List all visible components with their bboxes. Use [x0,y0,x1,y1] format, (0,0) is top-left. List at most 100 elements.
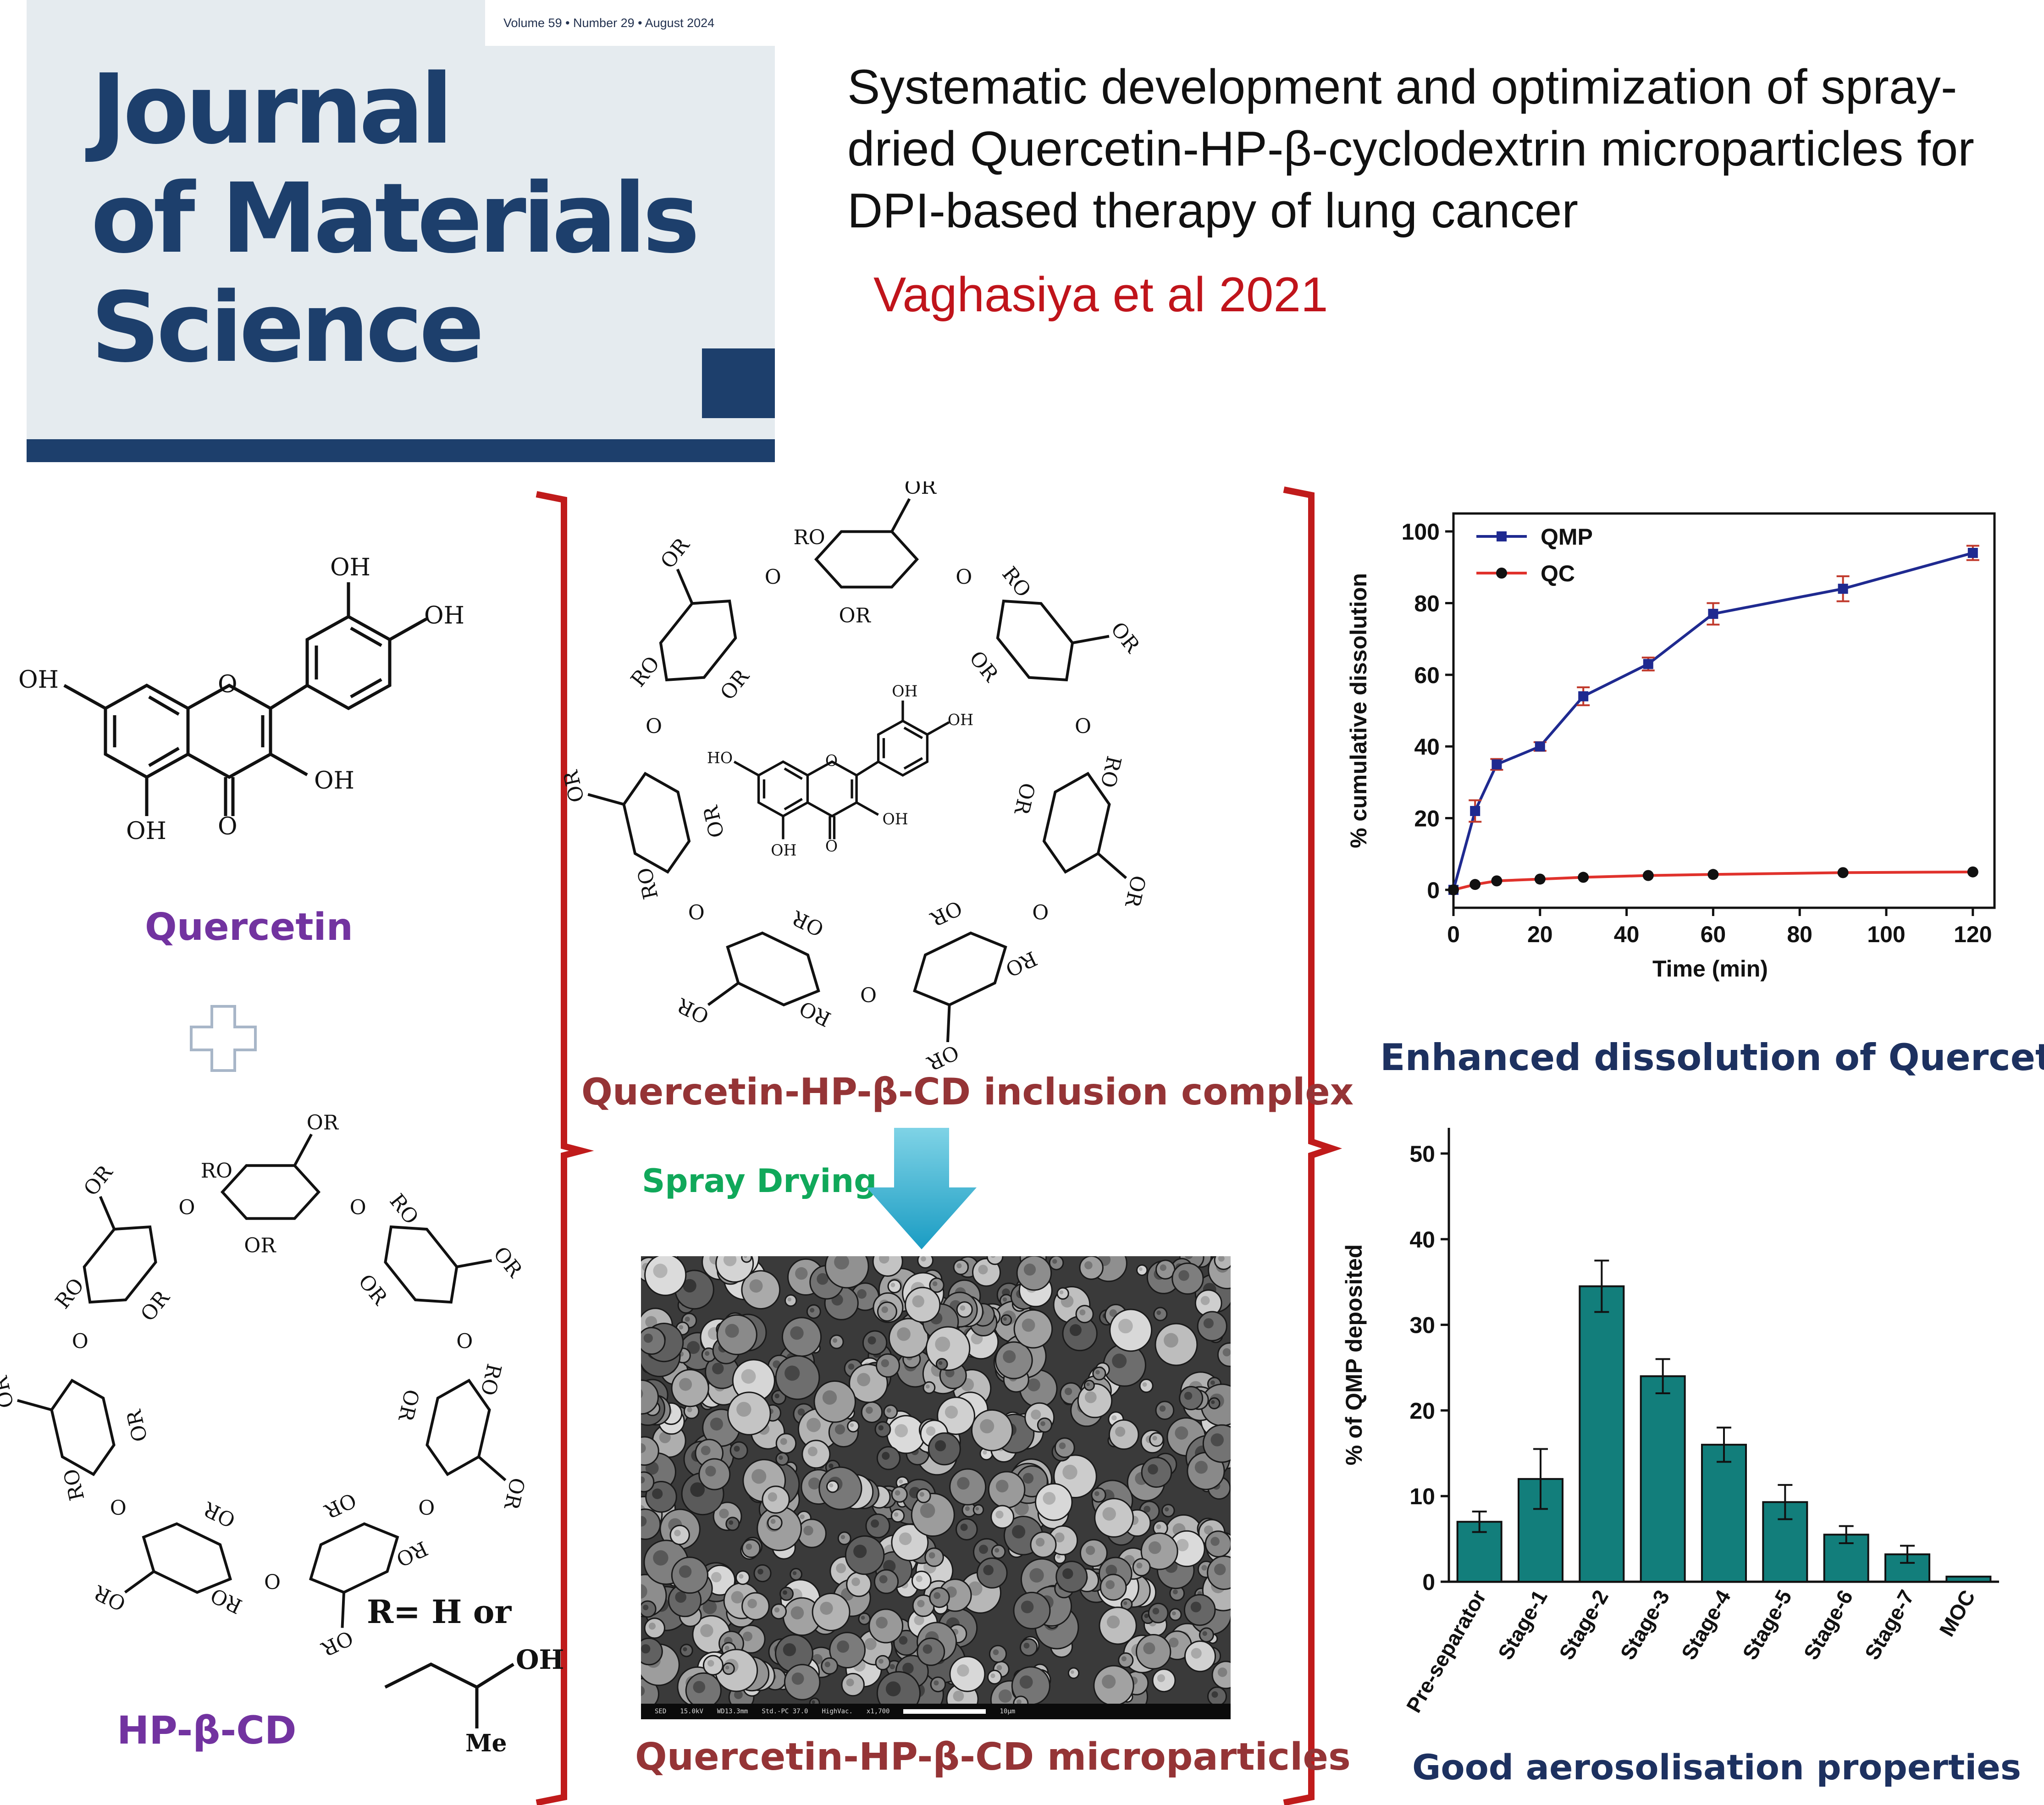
particle-dimple [1094,1491,1099,1496]
particle-dimple [768,1492,777,1502]
sem-info: Std.-PC 37.0 [762,1708,808,1715]
or-label: OR [489,1242,527,1282]
particle-dimple [683,1279,696,1293]
particle-dimple [1036,1538,1045,1547]
or-label: OR [317,1626,357,1661]
particle-dimple [1210,1537,1220,1546]
ro-label: RO [997,563,1035,602]
cover-square [702,348,775,418]
particle-dimple [792,1571,797,1575]
glucose-ring [726,931,820,1007]
bridge-oxygen: O [456,1330,473,1353]
particle-dimple [641,1584,647,1599]
particle-dimple [1052,1259,1057,1264]
sem-info: SED [655,1708,667,1715]
particle-dimple [957,1477,970,1490]
particle-dimple [957,1664,969,1677]
legend-label: QMP [1541,524,1593,550]
particle-dimple [1029,1568,1044,1583]
particle-dimple [648,1623,656,1630]
inclusion-complex-label: Quercetin-HP-β-CD inclusion complex [581,1071,1354,1113]
journal-cover: Volume 59 • Number 29 • August 2024 Jour… [27,0,775,462]
x-tick-label: 0 [1447,922,1460,947]
bridge-oxygen: O [350,1196,366,1220]
particle-dimple [878,1659,884,1664]
particle-dimple [881,1359,889,1368]
particle-dimple [998,1689,1012,1703]
particle-dimple [702,1600,717,1614]
particle-dimple [899,1479,903,1484]
particle-dimple [1203,1318,1214,1329]
particle-dimple [783,1643,796,1656]
ch2or-bond [99,1196,116,1230]
ch2or-bond [341,1592,345,1628]
particle-dimple [926,1426,936,1436]
particle-dimple [1148,1464,1158,1475]
particle-dimple [744,1256,747,1259]
y-tick-label: 40 [1414,734,1440,760]
particle-dimple [829,1463,834,1468]
particle-dimple [679,1378,692,1391]
data-point [1492,759,1502,770]
particle-dimple [1003,1350,1016,1363]
ch2or-bond [17,1399,52,1412]
particle-dimple [822,1390,837,1405]
particle-dimple [679,1325,684,1330]
ch2or-bond [587,793,624,806]
or-label: OR [90,1580,129,1615]
particle-dimple [1086,1546,1095,1555]
r-oh-label: OH [516,1644,564,1675]
ch2or-bond [676,569,694,604]
particle-dimple [889,1664,895,1669]
glucose-ring [622,772,691,874]
particle-dimple [956,1263,962,1269]
particle-dimple [1079,1309,1086,1315]
particle-dimple [787,1297,791,1302]
particle-dimple [965,1506,970,1511]
glucose-ring [220,1164,321,1220]
dissolution-chart: 0 20 40 60 80 100 0 20 40 60 80 100 120 Time (min) % c… [1346,512,1996,982]
ro-label: RO [59,1467,89,1503]
category-label: Stage-1 [1493,1586,1552,1664]
ro-label: RO [51,1274,89,1313]
y-tick-label: 60 [1414,662,1440,688]
or-label: OR [320,1488,360,1523]
particle-dimple [641,1476,645,1484]
particle-dimple [685,1316,690,1322]
oh-label: OH [948,711,973,729]
or-label: OR [244,1234,276,1257]
y-tick-label: 30 [1409,1313,1435,1338]
particle-dimple [1086,1382,1090,1386]
particle-dimple [824,1661,830,1667]
particle-dimple [1159,1405,1166,1412]
glucose-ring [814,530,919,589]
ro-label: RO [392,1536,431,1571]
down-arrow-icon [867,1128,977,1249]
particle-dimple [803,1525,813,1536]
particle-dimple [871,1519,879,1528]
sem-particle [641,1436,659,1466]
particle-dimple [1194,1461,1208,1474]
particle-dimple [711,1572,722,1583]
particle-dimple [994,1548,1000,1553]
particle-dimple [820,1601,833,1615]
x-tick-label: 100 [1867,922,1905,947]
sem-info: WD13.3mm [717,1708,748,1715]
particle-dimple [774,1607,780,1613]
particle-dimple [894,1512,899,1517]
carbonyl-oxygen-label: O [218,813,238,840]
category-label: Pre-separator [1402,1586,1491,1717]
ro-label: RO [796,996,834,1031]
particle-dimple [1214,1563,1226,1575]
particle-dimple [719,1508,729,1518]
particle-dimple [790,1606,804,1620]
particle-dimple [1022,1473,1034,1484]
particle-dimple [679,1565,692,1578]
sem-info: 10μm [1000,1708,1016,1715]
bridge-oxygen: O [1032,901,1049,924]
particle-dimple [817,1273,829,1285]
glucose-ring [309,1522,399,1594]
particle-dimple [853,1545,867,1558]
particle-dimple [729,1520,734,1525]
bridge-oxygen: O [72,1330,88,1353]
